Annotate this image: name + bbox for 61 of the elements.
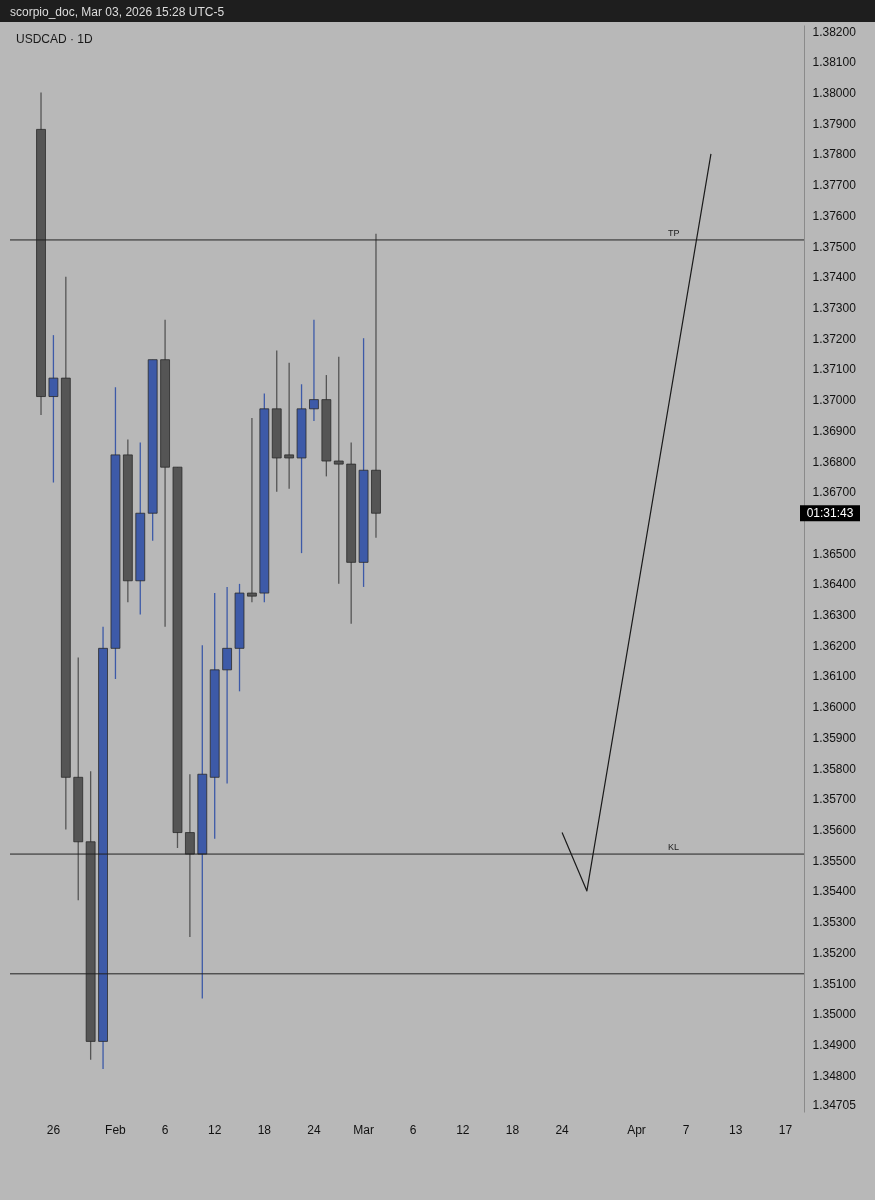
- y-tick-label: 1.36500: [812, 546, 857, 561]
- y-tick-label: 1.35100: [812, 976, 857, 991]
- y-tick-label: 1.36100: [812, 669, 857, 684]
- y-tick-label: 1.38100: [812, 55, 857, 70]
- y-tick-label: 1.37300: [812, 301, 857, 315]
- y-tick-label: 1.38200: [812, 24, 857, 39]
- x-tick-label: 7: [682, 1122, 690, 1137]
- y-tick-label: 1.37800: [812, 147, 857, 162]
- x-tick-label: 12: [456, 1122, 470, 1137]
- y-tick-label: 1.35400: [812, 884, 857, 899]
- y-tick-label: 1.34800: [812, 1068, 857, 1083]
- candlestick: [284, 362, 295, 490]
- x-tick-label: 24: [555, 1122, 570, 1137]
- x-tick-label: Apr: [627, 1122, 646, 1137]
- candlestick: [247, 417, 257, 603]
- candlestick: [333, 355, 344, 585]
- y-tick-label: 1.35900: [812, 730, 857, 745]
- x-tick-label: 12: [208, 1122, 222, 1137]
- y-tick-label: 1.37600: [812, 208, 857, 223]
- y-tick-label: 1.37900: [812, 116, 857, 131]
- candlestick: [48, 334, 59, 484]
- x-tick-label: 17: [778, 1122, 793, 1137]
- y-tick-label: 1.36700: [812, 485, 857, 500]
- y-tick-label: 1.35500: [812, 853, 857, 868]
- y-tick-label: 1.37200: [812, 331, 857, 346]
- y-tick-label: 1.37400: [812, 270, 857, 285]
- candlestick: [222, 586, 232, 785]
- y-tick-label: 1.34705: [812, 1097, 857, 1112]
- x-tick-label: 26: [46, 1122, 61, 1137]
- y-tick-label: 1.35800: [812, 761, 857, 776]
- text: 01:31:43: [806, 506, 854, 521]
- x-tick-label: 13: [729, 1122, 743, 1137]
- ref-line-label: TP: [668, 227, 680, 238]
- y-tick-label: 1.37500: [812, 239, 857, 254]
- y-tick-label: 1.38000: [812, 86, 857, 101]
- candlestick: [309, 319, 319, 422]
- y-tick-label: 1.36400: [812, 577, 857, 592]
- y-tick-label: 1.34900: [812, 1037, 857, 1052]
- ref-line-label: KL: [668, 842, 680, 853]
- y-tick-label: 1.35000: [812, 1007, 857, 1022]
- y-tick-label: 1.37100: [812, 362, 857, 377]
- y-tick-label: 1.37000: [812, 393, 857, 408]
- y-tick-label: 1.35200: [812, 945, 857, 960]
- text: scorpio_doc, Mar 03, 2026 15:28 UTC-5: [10, 5, 225, 19]
- y-tick-label: 1.35600: [812, 823, 857, 837]
- y-tick-label: 1.36800: [812, 454, 857, 469]
- y-tick-label: 1.36900: [812, 423, 857, 438]
- x-tick-label: Feb: [105, 1122, 127, 1137]
- x-tick-label: 18: [505, 1122, 520, 1137]
- y-tick-label: 1.37700: [812, 178, 857, 193]
- y-tick-label: 1.35700: [812, 792, 857, 807]
- text: USDCAD · 1D: [16, 32, 94, 46]
- x-tick-label: 24: [307, 1122, 321, 1137]
- x-tick-label: 18: [257, 1122, 272, 1137]
- y-tick-label: 1.36300: [812, 608, 857, 623]
- x-tick-label: Mar: [353, 1122, 374, 1137]
- x-tick-label: 6: [161, 1122, 169, 1137]
- y-tick-label: 1.36000: [812, 700, 857, 715]
- y-tick-label: 1.36200: [812, 638, 857, 653]
- x-tick-label: 6: [409, 1122, 417, 1137]
- y-tick-label: 1.35300: [812, 915, 857, 930]
